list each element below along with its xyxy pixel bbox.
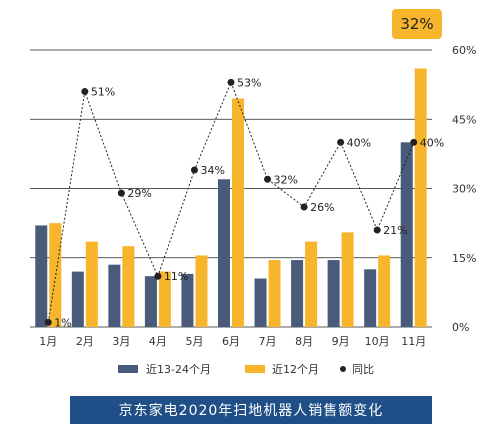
yoy-data-label: 53% <box>237 76 261 89</box>
x-tick-label: 5月 <box>185 335 203 348</box>
x-tick-label: 11月 <box>401 335 426 348</box>
yoy-data-label: 40% <box>420 136 444 149</box>
bar-near-13-24 <box>181 273 194 327</box>
bar-near-12 <box>85 241 98 327</box>
bar-near-13-24 <box>35 225 48 327</box>
bar-near-13-24 <box>71 271 84 327</box>
y-tick-label: 0% <box>452 321 469 334</box>
chart: 0% 15% 30% 45% 60% 1月 2月 3月 4月 5月 6月 7月 8月 9月 10月 11月 1%… <box>30 44 476 376</box>
yoy-data-label: 21% <box>383 224 407 237</box>
yoy-point <box>44 318 52 326</box>
bar-near-12 <box>378 255 391 327</box>
x-tick-label: 1月 <box>39 335 57 348</box>
yoy-point <box>410 138 418 146</box>
yoy-data-label: 40% <box>347 136 371 149</box>
y-tick-label: 45% <box>452 113 476 126</box>
yoy-point <box>117 189 125 197</box>
legend-label-near-12: 近12个月 <box>272 363 319 376</box>
bar-near-12 <box>158 271 171 327</box>
yoy-data-label: 51% <box>91 86 115 99</box>
yoy-data-label: 11% <box>164 270 188 283</box>
x-tick-label: 8月 <box>295 335 313 348</box>
yoy-point <box>227 78 235 86</box>
x-tick-label: 3月 <box>112 335 130 348</box>
bar-near-13-24 <box>291 260 304 327</box>
footer-banner: 京东家电2020年扫地机器人销售额变化 <box>70 396 432 424</box>
bar-near-12 <box>49 223 62 327</box>
legend-swatch-yoy <box>340 366 346 372</box>
bar-near-12 <box>122 246 135 327</box>
x-tick-label: 4月 <box>149 335 167 348</box>
yoy-point <box>337 138 345 146</box>
yoy-point <box>264 175 272 183</box>
bar-near-13-24 <box>327 260 340 327</box>
yoy-point <box>300 203 308 211</box>
legend-swatch-near-12 <box>245 365 265 373</box>
y-tick-label: 30% <box>452 183 476 196</box>
x-tick-label: 6月 <box>222 335 240 348</box>
bar-near-13-24 <box>144 276 157 327</box>
x-tick-label: 7月 <box>259 335 277 348</box>
bar-near-13-24 <box>108 264 121 327</box>
yoy-line <box>47 80 415 323</box>
bar-near-12 <box>341 232 354 327</box>
y-tick-label: 60% <box>452 44 476 57</box>
highlight-badge-text: 32% <box>400 15 434 33</box>
y-tick-label: 15% <box>452 252 476 265</box>
x-tick-label: 10月 <box>365 335 390 348</box>
yoy-data-label: 1% <box>54 316 71 329</box>
yoy-point <box>373 226 381 234</box>
bar-near-12 <box>305 241 318 327</box>
yoy-point <box>154 272 162 280</box>
bar-near-13-24 <box>400 142 413 327</box>
bar-near-12 <box>195 255 208 327</box>
bar-near-12 <box>232 98 244 327</box>
footer-title: 京东家电2020年扫地机器人销售额变化 <box>118 403 384 419</box>
x-tick-label: 2月 <box>76 335 94 348</box>
yoy-data-label: 26% <box>310 201 334 214</box>
legend-label-yoy: 同比 <box>352 363 374 376</box>
legend-swatch-near-13-24 <box>118 365 138 373</box>
bar-near-13-24 <box>254 278 267 327</box>
yoy-data-label: 32% <box>274 173 298 186</box>
legend-label-near-13-24: 近13-24个月 <box>146 363 211 376</box>
highlight-badge: 32% <box>392 9 442 39</box>
yoy-point <box>190 166 198 174</box>
bar-near-12 <box>268 260 281 327</box>
yoy-data-label: 34% <box>200 164 224 177</box>
bar-near-13-24 <box>218 179 230 327</box>
bar-near-12 <box>414 68 427 327</box>
yoy-data-label: 29% <box>127 187 151 200</box>
yoy-point <box>81 88 89 96</box>
x-tick-label: 9月 <box>332 335 350 348</box>
bar-near-13-24 <box>364 269 377 327</box>
